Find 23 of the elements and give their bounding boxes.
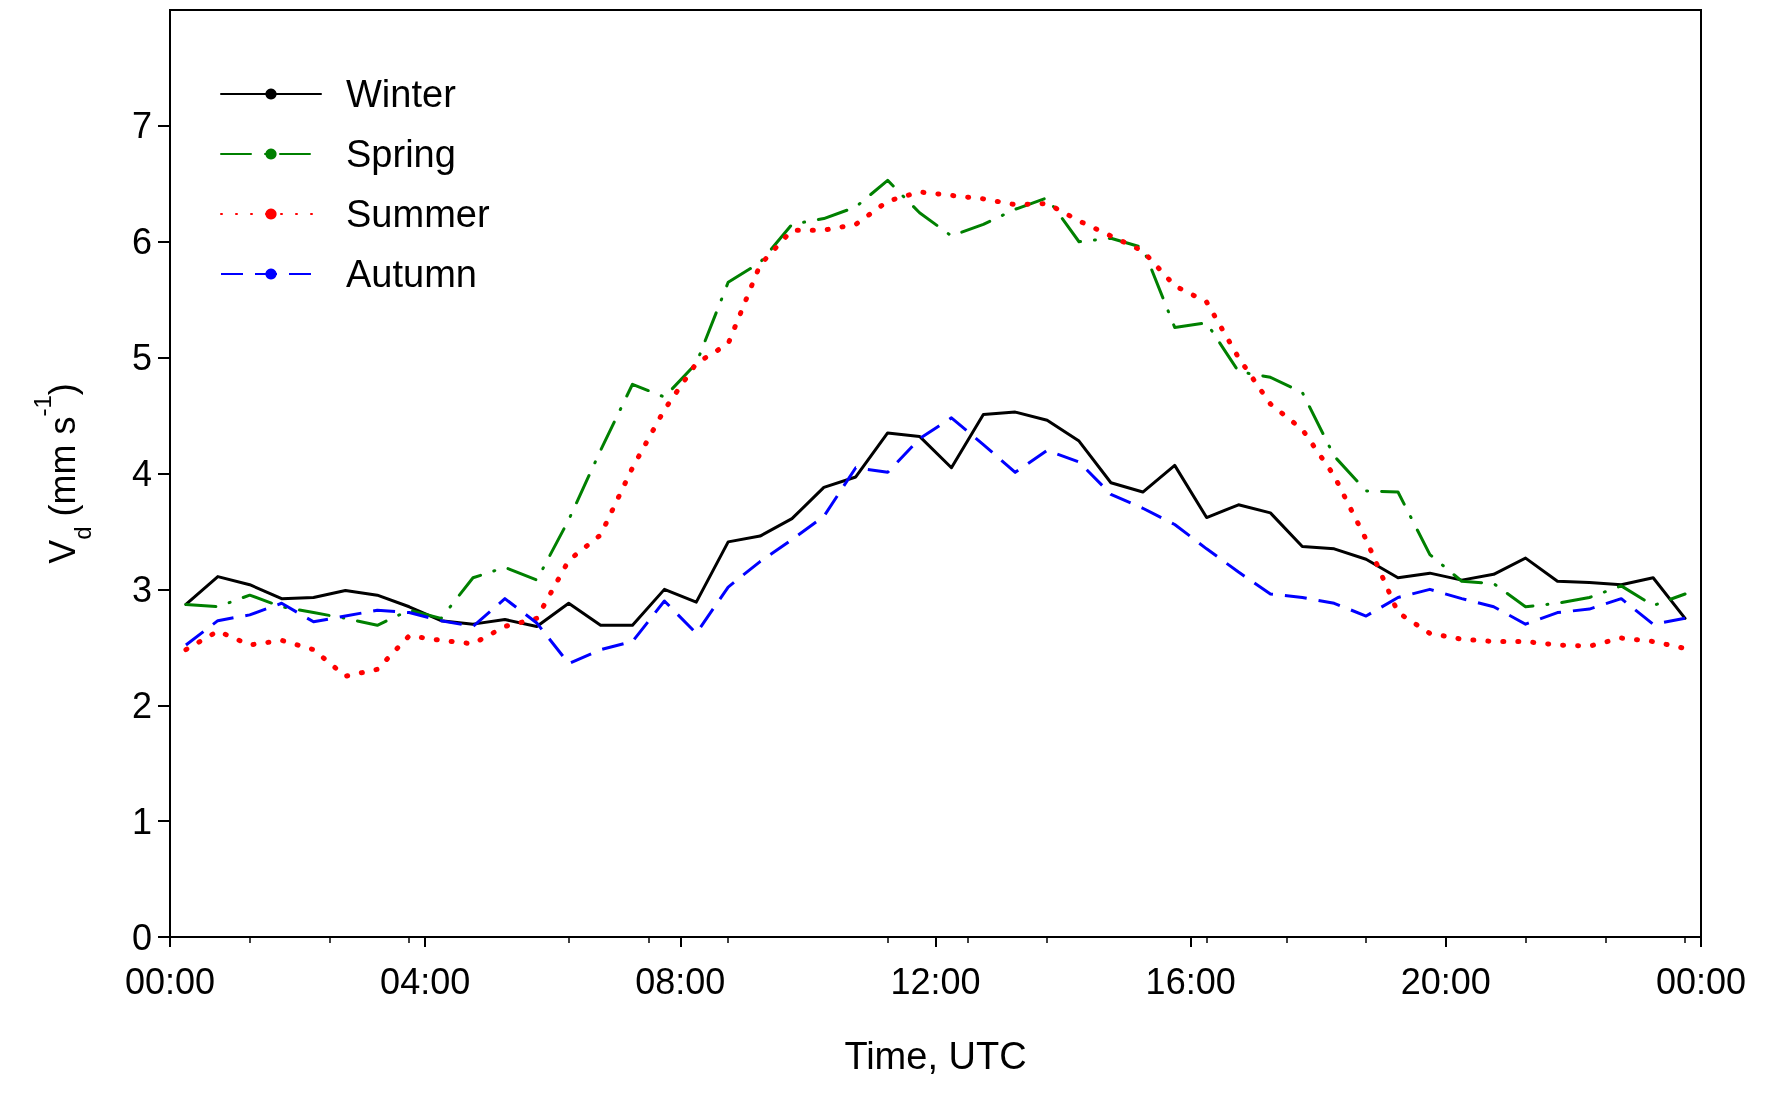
x-tick-label: 04:00 <box>380 960 471 1002</box>
y-tick-label: 7 <box>131 105 152 147</box>
y-axis-title: Vd (mm s-1) <box>28 383 96 564</box>
x-axis-title: Time, UTC <box>844 1035 1027 1077</box>
x-tick-label: 08:00 <box>635 960 726 1002</box>
legend-label: Spring <box>346 133 456 175</box>
y-tick-label: 4 <box>131 453 152 494</box>
legend-label: Autumn <box>346 253 477 295</box>
line-series <box>184 410 1687 628</box>
y-tick-label: 3 <box>131 568 152 610</box>
y-tick-label: 1 <box>131 800 152 842</box>
y-tick-label: 2 <box>131 684 152 726</box>
line-series <box>184 416 1687 666</box>
legend-label: Summer <box>346 193 490 235</box>
x-tick-label: 12:00 <box>890 960 981 1002</box>
y-tick-label: 6 <box>131 221 152 263</box>
x-tick-label: 16:00 <box>1145 960 1236 1002</box>
x-tick-label: 20:00 <box>1400 960 1491 1002</box>
y-tick-label: 0 <box>131 916 152 958</box>
y-tick-label: 5 <box>131 337 152 379</box>
x-tick-label: 00:00 <box>124 960 216 1002</box>
x-tick-label: 00:00 <box>1655 960 1747 1002</box>
legend-label: Winter <box>346 73 457 115</box>
